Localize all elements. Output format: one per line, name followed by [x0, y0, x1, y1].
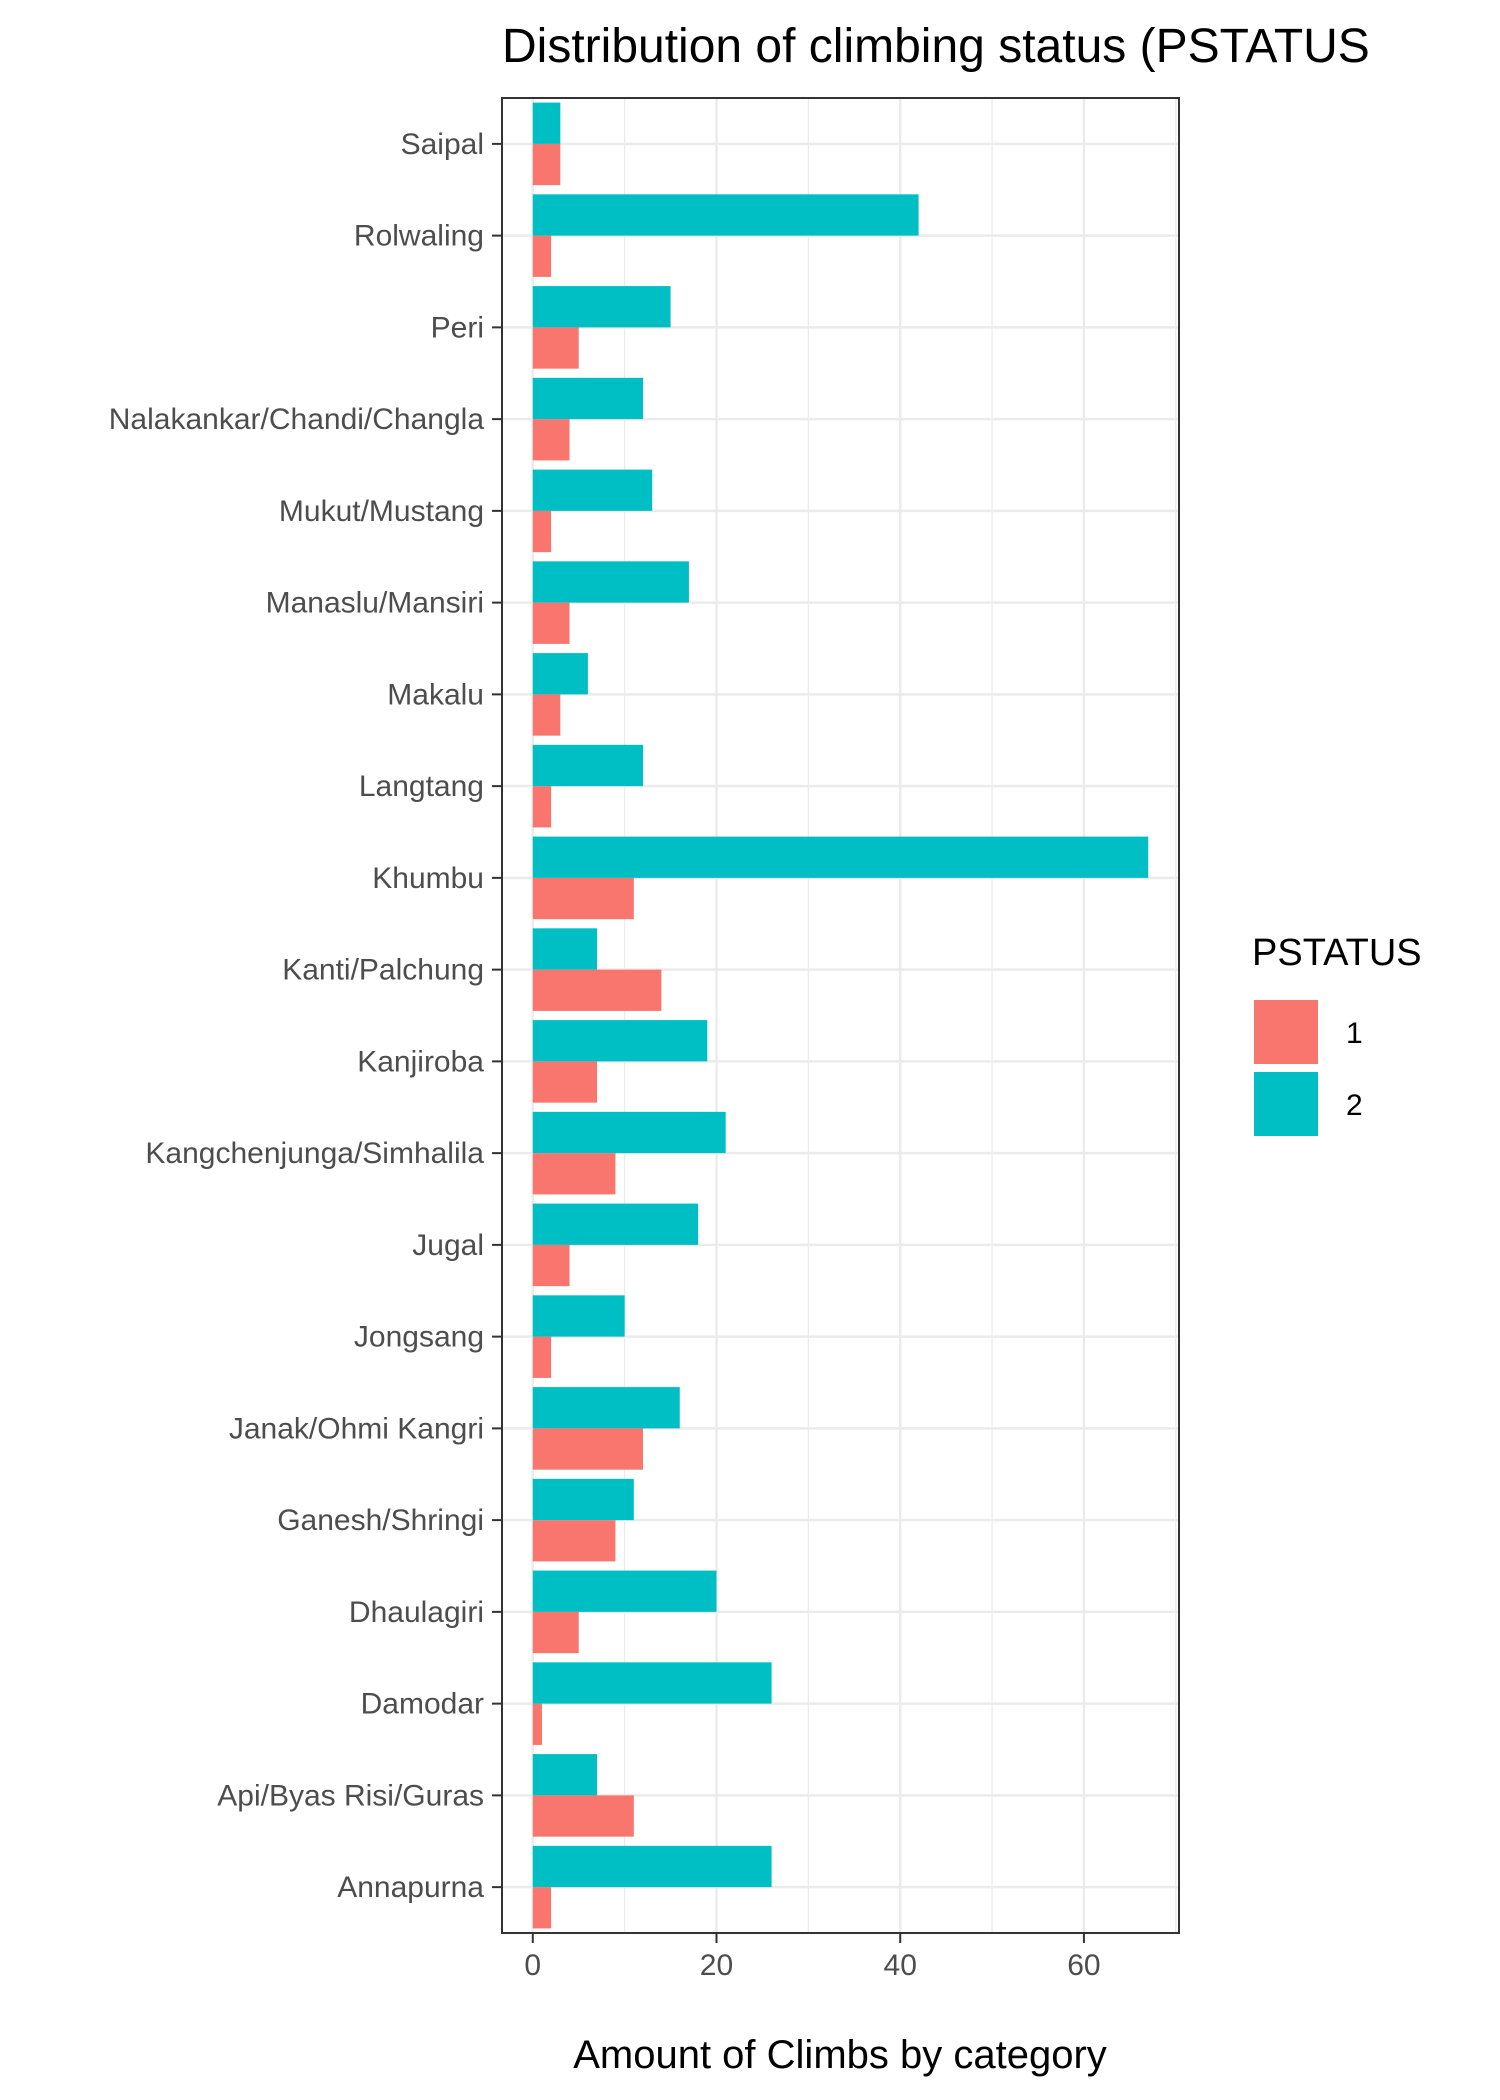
- y-tick-label: Saipal: [401, 128, 484, 161]
- bar-series-1-janak-ohmi-kangri: [532, 1428, 644, 1470]
- grid: [502, 98, 1179, 1933]
- bar-series-1-damodar: [532, 1703, 542, 1745]
- bar-series-2-nalakankar-chandi-changla: [532, 377, 644, 420]
- bar-series-1-nalakankar-chandi-changla: [532, 419, 570, 461]
- y-tick-label: Ganesh/Shringi: [277, 1504, 484, 1537]
- bar-series-1-kangchenjunga-simhalila: [532, 1153, 616, 1195]
- bars: [532, 102, 1149, 1929]
- bar-series-1-jongsang: [532, 1336, 552, 1378]
- y-tick-label: Jugal: [412, 1229, 484, 1262]
- bar-series-1-peri: [532, 327, 579, 369]
- legend-title: PSTATUS: [1252, 932, 1422, 974]
- y-tick-label: Langtang: [359, 770, 484, 803]
- x-tick-label: 60: [1067, 1949, 1100, 1982]
- y-axis: Annapurna Api/Byas Risi/Guras Damodar Dhaul…: [109, 128, 502, 1904]
- y-tick-label: Api/Byas Risi/Guras: [217, 1779, 484, 1812]
- chart-title: Distribution of climbing status (PSTATUS: [502, 20, 1370, 73]
- bar-series-2-kanti-palchung: [532, 928, 598, 970]
- bar-series-2-makalu: [532, 653, 588, 695]
- y-tick-label: Khumbu: [372, 862, 484, 895]
- bar-series-1-mukut-mustang: [532, 510, 552, 553]
- bar-series-2-janak-ohmi-kangri: [532, 1387, 680, 1429]
- bar-series-2-langtang: [532, 744, 644, 787]
- y-tick-label: Dhaulagiri: [349, 1596, 484, 1629]
- y-tick-label: Annapurna: [337, 1871, 484, 1904]
- x-axis: 0 20 40 60: [524, 1933, 1101, 1982]
- legend-swatch-1: [1254, 1000, 1318, 1064]
- bar-series-1-makalu: [532, 694, 561, 736]
- bar-series-2-kanjiroba: [532, 1020, 708, 1062]
- plot-background: [502, 98, 1179, 1933]
- y-tick-label: Mukut/Mustang: [279, 495, 484, 528]
- y-tick-label: Nalakankar/Chandi/Changla: [109, 403, 485, 436]
- y-tick-label: Damodar: [361, 1688, 484, 1721]
- bar-series-2-kangchenjunga-simhalila: [532, 1111, 726, 1154]
- y-tick-label: Peri: [431, 311, 484, 344]
- bar-series-2-mukut-mustang: [532, 469, 653, 511]
- bar-series-2-khumbu: [532, 836, 1149, 878]
- y-tick-label: Manaslu/Mansiri: [266, 587, 484, 620]
- bar-series-1-kanjiroba: [532, 1061, 598, 1103]
- bar-series-1-api-byas-risi-guras: [532, 1795, 634, 1837]
- bar-series-1-khumbu: [532, 877, 634, 920]
- bar-series-2-manaslu-mansiri: [532, 561, 689, 603]
- legend-swatch-2: [1254, 1072, 1318, 1136]
- y-tick-label: Kangchenjunga/Simhalila: [145, 1137, 484, 1170]
- x-tick-label: 40: [884, 1949, 917, 1982]
- bar-series-1-kanti-palchung: [532, 969, 662, 1011]
- y-tick-label: Jongsang: [354, 1321, 484, 1354]
- bar-series-2-ganesh-shringi: [532, 1478, 634, 1521]
- y-tick-label: Kanjiroba: [357, 1045, 484, 1078]
- bar-series-1-langtang: [532, 786, 552, 828]
- y-tick-label: Makalu: [387, 678, 484, 711]
- bar-series-2-jongsang: [532, 1295, 625, 1337]
- x-tick-label: 20: [700, 1949, 733, 1982]
- y-tick-label: Janak/Ohmi Kangri: [229, 1412, 484, 1445]
- bar-series-1-jugal: [532, 1244, 570, 1287]
- bar-series-2-saipal: [532, 102, 561, 144]
- y-tick-label: Rolwaling: [354, 220, 484, 253]
- bar-series-1-ganesh-shringi: [532, 1520, 616, 1562]
- legend: PSTATUS 1 2: [1252, 932, 1422, 1136]
- bar-series-2-peri: [532, 286, 671, 328]
- legend-label-1: 1: [1346, 1017, 1363, 1050]
- bar-series-2-jugal: [532, 1203, 699, 1245]
- bar-series-1-manaslu-mansiri: [532, 602, 570, 644]
- x-tick-label: 0: [524, 1949, 541, 1982]
- bar-series-1-rolwaling: [532, 235, 552, 277]
- y-tick-label: Kanti/Palchung: [282, 954, 484, 987]
- bar-series-1-dhaulagiri: [532, 1611, 579, 1654]
- bar-series-2-rolwaling: [532, 194, 919, 236]
- bar-series-1-annapurna: [532, 1887, 552, 1929]
- plot-panel-border: [501, 97, 1180, 1934]
- bar-series-2-api-byas-risi-guras: [532, 1754, 598, 1796]
- x-axis-title: Amount of Climbs by category: [573, 2033, 1107, 2077]
- bar-series-2-dhaulagiri: [532, 1570, 717, 1612]
- bar-series-1-saipal: [532, 143, 561, 186]
- legend-label-2: 2: [1346, 1089, 1363, 1122]
- bar-series-2-annapurna: [532, 1845, 772, 1888]
- bar-series-2-damodar: [532, 1662, 772, 1704]
